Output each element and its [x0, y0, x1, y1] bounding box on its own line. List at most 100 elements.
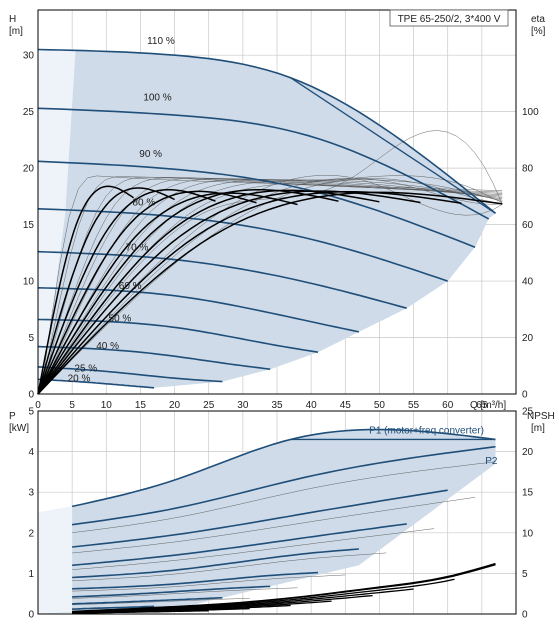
- x-tick-label: 10: [101, 400, 113, 411]
- head-curve-8: [37, 366, 223, 383]
- npsh-curve-max: [72, 562, 496, 613]
- x-tick-label: 50: [374, 400, 386, 411]
- speed-label: 25 %: [74, 363, 97, 374]
- eta-curve-8: [37, 190, 462, 395]
- speed-label: 100 %: [143, 92, 171, 103]
- head-curve-6: [37, 318, 319, 353]
- plot-frame: [37, 410, 517, 615]
- x-tick-label: 55: [408, 400, 420, 411]
- x-tick-label: 5: [69, 400, 75, 411]
- speed-label: 60 %: [119, 281, 142, 292]
- bottom-bright-band: [38, 506, 73, 614]
- p2-curve-thin: [72, 587, 298, 599]
- x-axis-label: Q [m³/h]: [470, 400, 506, 411]
- head-curve-2: [37, 160, 476, 248]
- speed-label: 80 %: [132, 197, 155, 208]
- speed-label: 40 %: [96, 341, 119, 352]
- head-curve-7: [37, 345, 271, 370]
- top-bright-band: [38, 49, 76, 394]
- y-right-label-top-name: eta: [531, 14, 545, 25]
- y-right-tick-bottom: 0: [522, 610, 528, 621]
- p2-curve-thin: [72, 552, 387, 581]
- y-right-tick-top: 80: [522, 164, 534, 175]
- eta-contour-thin: [41, 178, 503, 391]
- power-curve-0: [71, 428, 496, 508]
- eta-contour-thin: [41, 179, 503, 391]
- speed-label: 90 %: [139, 149, 162, 160]
- eta-contour-thin: [41, 179, 503, 391]
- title-box: [389, 9, 509, 27]
- bottom-operating-area: [38, 429, 496, 614]
- y-right-tick-bottom: 5: [522, 569, 528, 580]
- eta-contour-thin: [41, 179, 503, 391]
- head-curve-4: [37, 250, 407, 309]
- y-left-tick-top: 25: [23, 107, 35, 118]
- y-right-tick-bottom: 15: [522, 488, 534, 499]
- y-left-tick-bottom: 2: [28, 528, 34, 539]
- x-tick-label: 30: [237, 400, 249, 411]
- head-curve-1: [37, 107, 490, 220]
- power-curves: [71, 428, 496, 610]
- power-curve-1: [71, 445, 496, 526]
- y-left-tick-top: 10: [23, 277, 35, 288]
- tick-labels: 0 5 10 15 20 25 30 35 40 45 50 55 60 6505101520253002…: [23, 51, 539, 621]
- power-curve-7: [72, 597, 223, 605]
- y-right-tick-bottom: 10: [522, 528, 534, 539]
- power-curve-2: [72, 489, 448, 548]
- top-operating-area: [38, 49, 496, 394]
- y-right-tick-top: 60: [522, 220, 534, 231]
- eta-curves: [37, 185, 503, 395]
- head-curve-0: [37, 48, 497, 214]
- power-curve-4: [72, 548, 359, 579]
- power-curve-5: [72, 571, 319, 590]
- speed-labels: 110 % 100 % 90 % 80 % 70 % 60 % 50 % 40 % 25 %20…: [68, 36, 498, 467]
- y-left-tick-bottom: 1: [28, 569, 34, 580]
- x-tick-label: 35: [271, 400, 283, 411]
- y-right-label-bottom-unit: [m]: [531, 423, 545, 434]
- eta-curve-0: [37, 185, 135, 395]
- chart-title: TPE 65-250/2, 3*400 V: [398, 14, 501, 25]
- p2-curve-thin: [72, 574, 346, 592]
- eta-contour-thin: [41, 175, 503, 391]
- head-curve-3: [37, 208, 448, 282]
- y-right-label-bottom-name: NPSH: [527, 411, 555, 422]
- y-left-tick-bottom: 3: [28, 488, 34, 499]
- plot-frame: [37, 9, 517, 395]
- y-left-label-top-name: H: [9, 14, 16, 25]
- speed-label: 110 %: [147, 36, 175, 47]
- y-right-label-top-unit: [%]: [531, 26, 546, 37]
- speed-label: 20 %: [68, 374, 91, 385]
- power-legend-label: P1 (motor+freq.converter): [369, 425, 484, 436]
- y-left-tick-top: 30: [23, 51, 35, 62]
- labels: TPE 65-250/2, 3*400 V H [m] eta [%] Q [m…: [9, 9, 555, 434]
- power-curve-6: [72, 585, 271, 598]
- speed-label: 70 %: [126, 243, 149, 254]
- p2-curve-thin: [72, 461, 496, 533]
- eta-curve-4: [37, 192, 298, 395]
- x-tick-label: 65: [476, 400, 488, 411]
- y-right-tick-top: 100: [522, 107, 539, 118]
- speed-label: 50 %: [109, 314, 132, 325]
- y-left-tick-bottom: 0: [28, 610, 34, 621]
- y-left-tick-bottom: 5: [28, 407, 34, 418]
- eta-contour-thin: [41, 178, 503, 391]
- y-left-tick-top: 5: [28, 333, 34, 344]
- eta-curve-1: [37, 187, 175, 395]
- power-legend-label: P2: [485, 456, 498, 467]
- power-curve-3: [72, 523, 407, 567]
- head-curve-9: [37, 378, 155, 389]
- eta-curve-9: [37, 191, 503, 395]
- y-left-tick-top: 15: [23, 220, 35, 231]
- top-area-polygon: [38, 49, 496, 394]
- y-right-tick-bottom: 25: [522, 407, 534, 418]
- y-right-tick-bottom: 20: [522, 447, 534, 458]
- y-left-tick-top: 0: [28, 390, 34, 401]
- head-boundary: [290, 77, 496, 214]
- axes: [37, 9, 517, 615]
- x-tick-label: 0: [35, 400, 41, 411]
- y-right-tick-top: 0: [522, 390, 528, 401]
- y-left-tick-top: 20: [23, 164, 35, 175]
- p2-curve-thin: [72, 528, 435, 570]
- x-tick-label: 15: [135, 400, 147, 411]
- head-curves: [37, 48, 497, 389]
